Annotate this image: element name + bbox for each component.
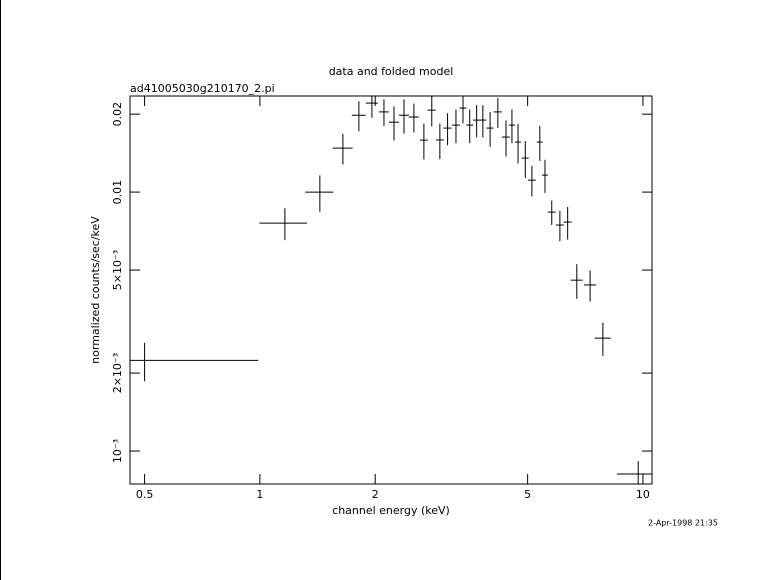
x-tick-label: 10 bbox=[636, 488, 650, 501]
y-tick-label: 10⁻³ bbox=[111, 439, 124, 463]
x-axis-label: channel energy (keV) bbox=[332, 504, 450, 517]
x-tick-label: 1 bbox=[256, 488, 263, 501]
plot-frame bbox=[129, 95, 653, 485]
x-tick-label: 0.5 bbox=[136, 488, 154, 501]
x-tick-label: 2 bbox=[372, 488, 379, 501]
y-tick-label: 2×10⁻³ bbox=[111, 353, 124, 393]
chart-subtitle: ad41005030g210170_2.pi bbox=[130, 82, 275, 95]
chart-title: data and folded model bbox=[329, 65, 454, 78]
y-axis-label: normalized counts/sec/keV bbox=[89, 216, 102, 364]
timestamp: 2-Apr-1998 21:35 bbox=[648, 519, 718, 528]
plot-area bbox=[130, 96, 652, 484]
y-tick-label: 0.02 bbox=[111, 102, 124, 127]
x-tick-label: 5 bbox=[524, 488, 531, 501]
y-tick-label: 5×10⁻³ bbox=[111, 250, 124, 290]
y-tick-label: 0.01 bbox=[111, 180, 124, 205]
